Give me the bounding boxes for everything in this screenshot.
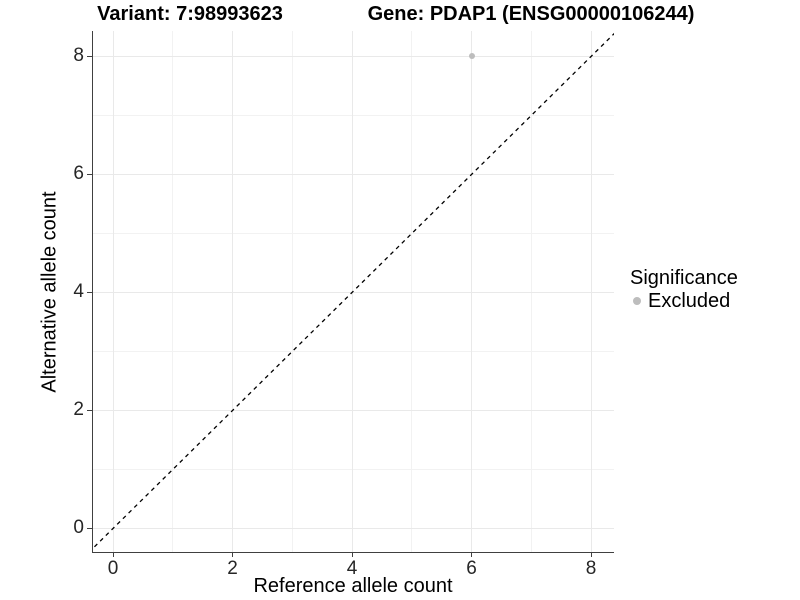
- y-minor-gridline: [92, 350, 614, 352]
- x-tick-label: 6: [466, 558, 477, 579]
- diagonal-dashed-reference-line: [92, 32, 614, 550]
- y-tick-mark: [87, 527, 92, 529]
- x-tick-mark: [351, 552, 353, 557]
- x-tick-mark: [590, 552, 592, 557]
- x-tick-label: 8: [585, 558, 597, 579]
- y-tick-label: 8: [73, 45, 84, 66]
- legend-item-label: Excluded: [648, 290, 731, 312]
- x-axis-line: [91, 551, 614, 553]
- y-tick-label: 6: [73, 163, 84, 184]
- legend-title: Significance: [630, 267, 738, 289]
- y-axis-line: [91, 31, 93, 553]
- legend-item-excluded: Excluded: [630, 290, 738, 312]
- y-tick-label: 4: [73, 281, 84, 302]
- y-major-gridline: [92, 409, 614, 411]
- legend: Significance Excluded: [630, 266, 738, 312]
- x-tick-label: 2: [227, 558, 238, 579]
- y-major-gridline: [92, 527, 614, 529]
- data-point: [468, 53, 475, 59]
- x-tick-mark: [471, 552, 472, 557]
- x-tick-label: 0: [107, 558, 119, 579]
- x-tick-label: 4: [346, 558, 358, 579]
- chart-title-variant: Variant: 7:98993623: [97, 3, 283, 25]
- x-axis-title: Reference allele count: [253, 575, 453, 597]
- y-tick-mark: [87, 291, 92, 293]
- y-tick-mark: [87, 409, 92, 411]
- y-tick-mark: [87, 173, 92, 175]
- y-minor-gridline: [92, 468, 614, 470]
- y-tick-mark: [87, 55, 92, 57]
- y-minor-gridline: [92, 232, 614, 234]
- y-major-gridline: [92, 291, 614, 293]
- x-tick-mark: [232, 552, 233, 557]
- y-tick-label: 0: [73, 517, 84, 538]
- reference-line-layer: [92, 32, 614, 550]
- y-tick-label: 2: [73, 399, 84, 420]
- chart-title-gene: Gene: PDAP1 (ENSG00000106244): [367, 3, 695, 25]
- y-minor-gridline: [92, 114, 614, 116]
- y-major-gridline: [92, 173, 614, 175]
- x-tick-mark: [112, 552, 114, 557]
- y-axis-title: Alternative allele count: [38, 191, 61, 393]
- y-major-gridline: [92, 55, 614, 57]
- plot-panel: [92, 31, 614, 552]
- legend-key: [630, 297, 648, 305]
- excluded-point-icon: [633, 297, 641, 305]
